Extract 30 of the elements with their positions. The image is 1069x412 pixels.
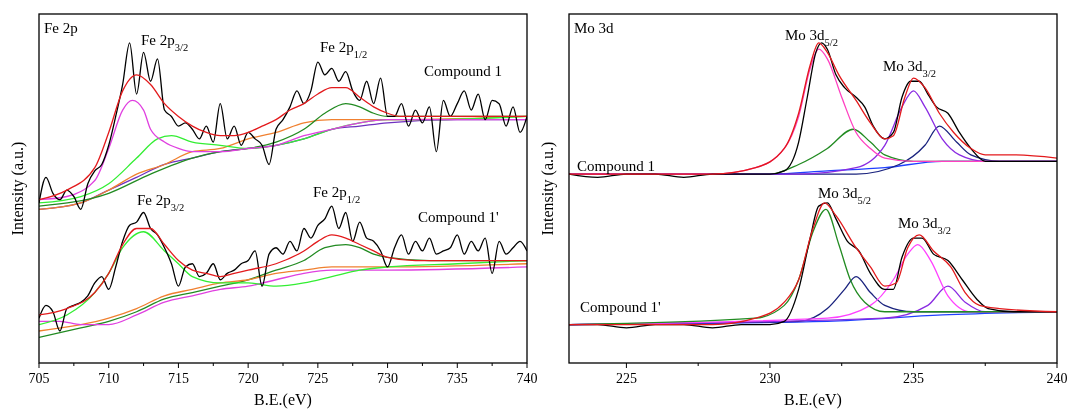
x-tick-label: 225 <box>615 371 637 386</box>
x-tick-label: 240 <box>1046 371 1068 386</box>
annotation: Fe 2p$_{1/2}$ <box>313 184 361 205</box>
x-tick-label: 725 <box>307 371 329 386</box>
annotation: Compound 1 <box>577 158 655 174</box>
x-axis-title: B.E.(eV) <box>254 391 312 409</box>
x-tick-label: 230 <box>759 371 781 386</box>
x-tick-label: 720 <box>237 371 259 386</box>
annotation: Compound 1 <box>424 63 502 79</box>
annotation: Compound 1' <box>580 299 661 315</box>
annotation: Mo 3d$_{3/2}$ <box>883 58 937 79</box>
x-tick-label: 730 <box>377 371 399 386</box>
y-axis-title: Intensity (a.u.) <box>539 141 557 236</box>
x-tick-label: 715 <box>167 371 189 386</box>
x-tick-label: 740 <box>516 371 538 386</box>
annotation: Mo 3d$_{5/2}$ <box>785 27 839 48</box>
chart-title: Mo 3d <box>574 20 615 36</box>
annotation: Mo 3d$_{3/2}$ <box>898 215 952 236</box>
annotation: Fe 2p$_{1/2}$ <box>320 39 368 60</box>
annotation: Fe 2p$_{3/2}$ <box>141 32 189 53</box>
x-tick-label: 705 <box>28 371 50 386</box>
annotation: Mo 3d$_{5/2}$ <box>818 185 872 206</box>
y-axis-title: Intensity (a.u.) <box>9 141 27 236</box>
annotation: Fe 2p$_{3/2}$ <box>137 192 185 213</box>
chart-title: Fe 2p <box>44 20 78 36</box>
x-axis-title: B.E.(eV) <box>784 391 842 409</box>
x-tick-label: 735 <box>446 371 468 386</box>
x-tick-label: 710 <box>98 371 120 386</box>
annotation: Compound 1' <box>418 209 499 225</box>
x-tick-label: 235 <box>902 371 924 386</box>
